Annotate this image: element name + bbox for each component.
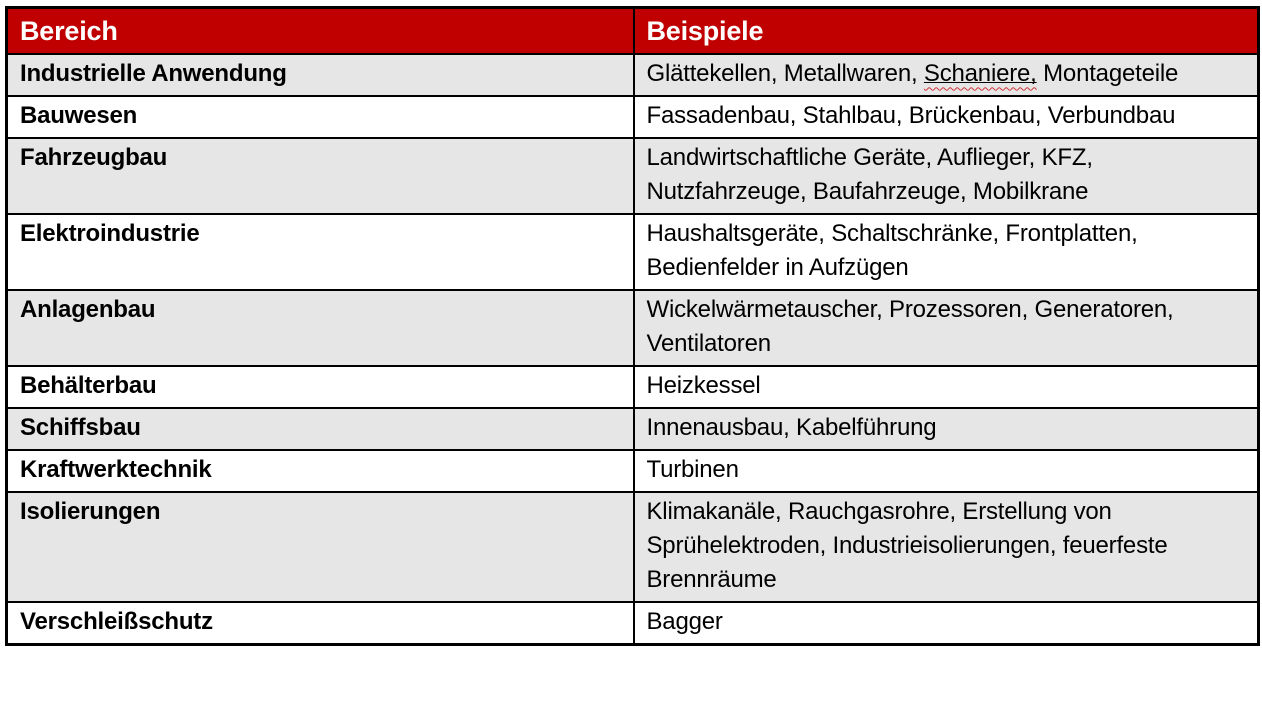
beispiele-text: Wickelwärmetauscher, Prozessoren, Genera… [646,295,1174,357]
beispiele-text: Innenausbau, Kabelführung [646,413,937,441]
bereich-cell: Bauwesen [5,94,635,139]
bereich-cell: Elektroindustrie [5,212,635,291]
table-row: Verschleißschutz Bagger [5,600,1260,645]
beispiele-text: Fassadenbau, Stahlbau, Brückenbau, Verbu… [646,101,1176,129]
beispiele-text: Klimakanäle, Rauchgasrohre, Erstellung v… [646,497,1168,593]
beispiele-cell: Klimakanäle, Rauchgasrohre, Erstellung v… [632,490,1260,603]
table-row: Isolierungen Klimakanäle, Rauchgasrohre, … [5,490,1260,603]
beispiele-text: Turbinen [646,455,739,483]
table-row: Bauwesen Fassadenbau, Stahlbau, Brückenba… [5,94,1260,139]
beispiele-cell: Innenausbau, Kabelführung [632,406,1260,451]
table-row: Elektroindustrie Haushaltsgeräte, Schalts… [5,212,1260,291]
beispiele-text: Haushaltsgeräte, Schaltschränke, Frontpl… [646,219,1138,281]
table-row: Industrielle Anwendung Glättekellen, Meta… [5,52,1260,97]
table-row: Kraftwerktechnik Turbinen [5,448,1260,493]
beispiele-cell: Heizkessel [632,364,1260,409]
beispiele-cell: Fassadenbau, Stahlbau, Brückenbau, Verbu… [632,94,1260,139]
bereich-cell: Isolierungen [5,490,635,603]
bereich-cell: Kraftwerktechnik [5,448,635,493]
beispiele-text: Landwirtschaftliche Geräte, Auflieger, K… [646,143,1093,205]
spellcheck-squiggle-text: Schaniere, [923,59,1037,87]
beispiele-cell: Glättekellen, Metallwaren, Schaniere, Mo… [632,52,1260,97]
table-row: Behälterbau Heizkessel [5,364,1260,409]
table-row: Fahrzeugbau Landwirtschaftliche Geräte, A… [5,136,1260,215]
beispiele-cell: Wickelwärmetauscher, Prozessoren, Genera… [632,288,1260,367]
beispiele-text: Heizkessel [646,371,761,399]
bereich-cell: Anlagenbau [5,288,635,367]
table-row: Schiffsbau Innenausbau, Kabelführung [5,406,1260,451]
table-body: Industrielle Anwendung Glättekellen, Meta… [5,52,1260,645]
beispiele-text: Montageteile [1036,59,1179,87]
beispiele-text: Bagger [646,607,723,635]
beispiele-text: Glättekellen, Metallwaren, [646,59,924,87]
beispiele-cell: Turbinen [632,448,1260,493]
misspelled-word: Schaniere, [924,60,1037,87]
bereich-cell: Fahrzeugbau [5,136,635,215]
beispiele-cell: Bagger [632,600,1260,645]
column-header-beispiele: Beispiele [632,6,1260,55]
bereich-beispiele-table: Bereich Beispiele Industrielle Anwendung… [5,6,1260,646]
bereich-cell: Schiffsbau [5,406,635,451]
beispiele-cell: Landwirtschaftliche Geräte, Auflieger, K… [632,136,1260,215]
column-header-bereich: Bereich [5,6,635,55]
table-row: Anlagenbau Wickelwärmetauscher, Prozessor… [5,288,1260,367]
table-header-row: Bereich Beispiele [5,6,1260,55]
beispiele-cell: Haushaltsgeräte, Schaltschränke, Frontpl… [632,212,1260,291]
bereich-cell: Industrielle Anwendung [5,52,635,97]
bereich-cell: Behälterbau [5,364,635,409]
bereich-cell: Verschleißschutz [5,600,635,645]
